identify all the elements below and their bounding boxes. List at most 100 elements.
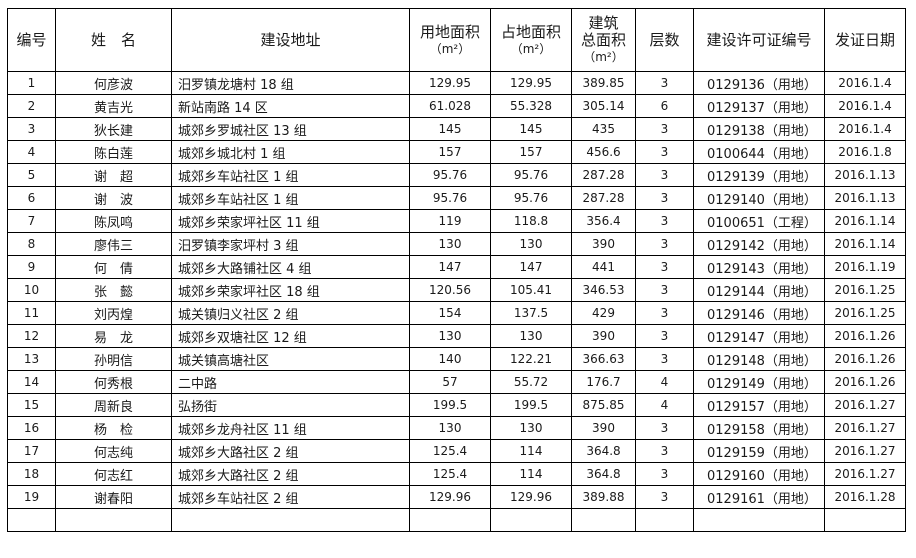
cell-address: 城郊乡大路社区 2 组 — [171, 439, 410, 463]
cell-building-area: 429 — [571, 301, 636, 325]
cell-floors: 3 — [635, 485, 694, 509]
cell-address: 城郊乡车站社区 1 组 — [171, 186, 410, 210]
cell-permit-number: 0129139（用地） — [693, 163, 825, 187]
cell-floors: 3 — [635, 255, 694, 279]
cell-permit-number: 0129159（用地） — [693, 439, 825, 463]
table-row: 13 孙明信 城关镇高塘社区 140 122.21 366.63 3 0129148（用地） 2… — [7, 347, 906, 371]
cell-floors: 3 — [635, 462, 694, 486]
cell-occupied-area: 114 — [490, 462, 572, 486]
cell-address: 城郊乡双塘社区 12 组 — [171, 324, 410, 348]
table-row: 4 陈白莲 城郊乡城北村 1 组 157 157 456.6 3 0100644（用地） 201… — [7, 140, 906, 164]
header-label: 总面积 — [580, 31, 626, 49]
cell-building-area: 389.88 — [571, 485, 636, 509]
cell-land-area: 95.76 — [409, 186, 491, 210]
cell-occupied-area: 118.8 — [490, 209, 572, 233]
cell-name: 陈白莲 — [55, 140, 172, 164]
cell-name: 何秀根 — [55, 370, 172, 394]
cell-number: 18 — [7, 462, 56, 486]
cell-issue-date: 2016.1.4 — [824, 71, 906, 95]
cell-permit-number: 0129140（用地） — [693, 186, 825, 210]
cell-address: 城郊乡罗城社区 13 组 — [171, 117, 410, 141]
cell-building-area: 356.4 — [571, 209, 636, 233]
cell-building-area: 176.7 — [571, 370, 636, 394]
cell-building-area: 346.53 — [571, 278, 636, 302]
cell-number: 1 — [7, 71, 56, 95]
table-row: 16 杨 检城郊乡龙舟社区 11 组 130 130 390 3 0129158（用地） 20… — [7, 416, 906, 440]
cell-address: 城郊乡车站社区 2 组 — [171, 485, 410, 509]
table-row: 11 刘丙煌 城关镇归义社区 2 组 154 137.5 429 3 0129146（用地） 2… — [7, 301, 906, 325]
cell-address: 城郊乡大路铺社区 4 组 — [171, 255, 410, 279]
cell-land-area — [409, 508, 491, 532]
cell-land-area: 125.4 — [409, 462, 491, 486]
header-issue-date: 发证日期 — [824, 8, 906, 72]
header-label: 用地面积 — [419, 22, 480, 41]
cell-issue-date: 2016.1.25 — [824, 278, 906, 302]
cell-land-area: 130 — [409, 416, 491, 440]
cell-number: 10 — [7, 278, 56, 302]
cell-issue-date: 2016.1.26 — [824, 324, 906, 348]
cell-issue-date: 2016.1.14 — [824, 209, 906, 233]
cell-number: 15 — [7, 393, 56, 417]
cell-name: 谢 波 — [55, 186, 172, 210]
cell-name: 何志红 — [55, 462, 172, 486]
cell-occupied-area: 130 — [490, 416, 572, 440]
table-row: 12 易 龙城郊乡双塘社区 12 组 130 130 390 3 0129147（用地） 20… — [7, 324, 906, 348]
cell-number: 4 — [7, 140, 56, 164]
cell-issue-date: 2016.1.27 — [824, 393, 906, 417]
header-label: 建设地址 — [260, 30, 321, 49]
cell-land-area: 61.028 — [409, 94, 491, 118]
cell-address — [171, 508, 410, 532]
cell-number: 2 — [7, 94, 56, 118]
cell-floors: 3 — [635, 232, 694, 256]
cell-address: 城关镇高塘社区 — [171, 347, 410, 371]
cell-name: 谢春阳 — [55, 485, 172, 509]
cell-permit-number — [693, 508, 825, 532]
cell-occupied-area: 137.5 — [490, 301, 572, 325]
cell-number: 9 — [7, 255, 56, 279]
cell-permit-number: 0129158（用地） — [693, 416, 825, 440]
cell-land-area: 130 — [409, 324, 491, 348]
cell-building-area — [571, 508, 636, 532]
cell-occupied-area: 114 — [490, 439, 572, 463]
cell-issue-date: 2016.1.27 — [824, 439, 906, 463]
cell-building-area: 875.85 — [571, 393, 636, 417]
cell-number: 7 — [7, 209, 56, 233]
header-label: 编号 — [16, 30, 47, 49]
cell-issue-date: 2016.1.4 — [824, 94, 906, 118]
cell-name: 狄长建 — [55, 117, 172, 141]
header-unit: （m²） — [583, 50, 624, 64]
table-row: 8 廖伟三 汨罗镇李家坪村 3 组 130 130 390 3 0129142（用地） 2016… — [7, 232, 906, 256]
cell-name: 何志纯 — [55, 439, 172, 463]
cell-land-area: 129.96 — [409, 485, 491, 509]
cell-number: 19 — [7, 485, 56, 509]
cell-number: 14 — [7, 370, 56, 394]
cell-name: 易 龙 — [55, 324, 172, 348]
cell-issue-date: 2016.1.4 — [824, 117, 906, 141]
header-number: 编号 — [7, 8, 56, 72]
cell-address: 城郊乡城北村 1 组 — [171, 140, 410, 164]
table-row: 10 张 懿城郊乡荣家坪社区 18 组 120.56 105.41 346.53 3 012… — [7, 278, 906, 302]
cell-building-area: 435 — [571, 117, 636, 141]
cell-name: 刘丙煌 — [55, 301, 172, 325]
header-address: 建设地址 — [171, 8, 410, 72]
header-floors: 层数 — [635, 8, 694, 72]
cell-floors: 3 — [635, 439, 694, 463]
table-row: 7 陈凤鸣 城郊乡荣家坪社区 11 组 119 118.8 356.4 3 0100651（工… — [7, 209, 906, 233]
cell-number: 16 — [7, 416, 56, 440]
cell-name: 黄吉光 — [55, 94, 172, 118]
cell-building-area: 390 — [571, 232, 636, 256]
cell-number: 8 — [7, 232, 56, 256]
cell-permit-number: 0129143（用地） — [693, 255, 825, 279]
header-label: 建设许可证编号 — [706, 30, 812, 49]
cell-permit-number: 0129146（用地） — [693, 301, 825, 325]
cell-permit-number: 0129138（用地） — [693, 117, 825, 141]
header-permit-number: 建设许可证编号 — [693, 8, 825, 72]
cell-name — [55, 508, 172, 532]
cell-building-area: 305.14 — [571, 94, 636, 118]
cell-land-area: 130 — [409, 232, 491, 256]
cell-name: 张 懿 — [55, 278, 172, 302]
cell-floors: 3 — [635, 278, 694, 302]
header-label: 发证日期 — [834, 30, 895, 49]
